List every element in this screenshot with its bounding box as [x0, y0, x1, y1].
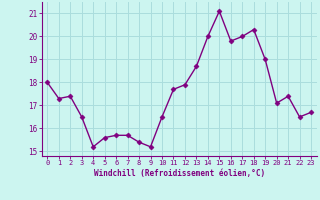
X-axis label: Windchill (Refroidissement éolien,°C): Windchill (Refroidissement éolien,°C)	[94, 169, 265, 178]
